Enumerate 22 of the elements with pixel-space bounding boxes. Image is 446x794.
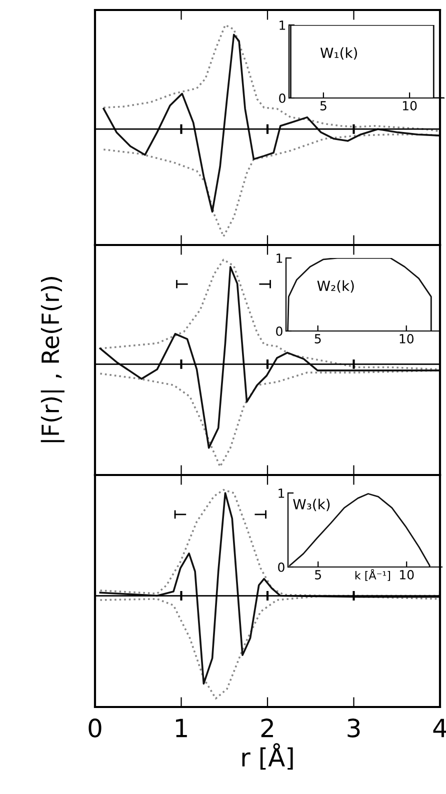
- annotation: W₁(k): [320, 47, 357, 60]
- x-tick-label: 1: [176, 718, 187, 738]
- x-axis-title: k [Å⁻¹]: [355, 569, 390, 581]
- y-tick-label: 1: [278, 488, 284, 498]
- x-tick-label: 0: [88, 718, 102, 738]
- annotation: W₃(k): [293, 498, 330, 512]
- x-tick-label: 10: [400, 570, 414, 580]
- y-axis-title: |F(r)| , Re(F(r)): [40, 276, 64, 442]
- annotation: W₂(k): [317, 280, 354, 293]
- y-tick-label: 1: [280, 20, 286, 30]
- y-tick-label: 0: [279, 93, 286, 103]
- y-tick-label: 1: [276, 254, 282, 263]
- x-tick-label: 5: [315, 570, 321, 580]
- x-tick-label: 3: [348, 718, 360, 738]
- x-tick-label: 5: [314, 334, 321, 344]
- x-tick-label: 2: [261, 718, 273, 738]
- x-tick-label: 10: [402, 101, 417, 110]
- y-tick-label: 0: [276, 326, 282, 336]
- x-axis-title: r [Å]: [242, 743, 293, 770]
- y-tick-label: 0: [278, 562, 284, 572]
- x-tick-label: 10: [400, 334, 414, 344]
- x-tick-label: 5: [320, 101, 326, 110]
